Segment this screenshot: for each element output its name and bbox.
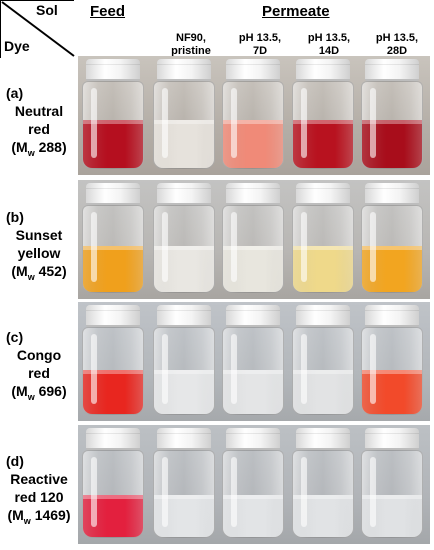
- vial-body: [82, 450, 144, 538]
- vial-glare: [231, 212, 237, 282]
- vial-glare: [231, 334, 237, 404]
- vial-cap: [86, 183, 140, 205]
- vial-body: [82, 327, 144, 415]
- vial-glare: [301, 212, 307, 282]
- row-label-reactive-red: (d) Reactive red 120 (Mw 1469): [6, 453, 71, 526]
- vial-7d: [222, 59, 284, 171]
- vial-glare: [370, 212, 376, 282]
- row-label-sunset-yellow: (b) Sunset yellow (Mw 452): [6, 209, 67, 282]
- row-col-header-corner: Sol Dye: [0, 0, 76, 60]
- vial-14d: [292, 305, 354, 417]
- vial-14d: [292, 183, 354, 295]
- vial-28d: [361, 59, 423, 171]
- vial-glare: [301, 88, 307, 158]
- vial-glare: [370, 334, 376, 404]
- vial-body: [361, 327, 423, 415]
- vial-cap: [86, 305, 140, 327]
- vial-cap: [157, 305, 211, 327]
- vial-pristine: [153, 305, 215, 417]
- vial-pristine: [153, 428, 215, 540]
- feed-header: Feed: [90, 3, 126, 20]
- vial-photo-row-b: [78, 180, 430, 299]
- vial-body: [153, 81, 215, 169]
- vial-28d: [361, 305, 423, 417]
- vial-cap: [365, 428, 419, 450]
- column-label-28d: pH 13.5, 28D: [375, 32, 419, 57]
- diagonal-divider: [0, 0, 75, 58]
- vial-glare: [162, 334, 168, 404]
- vial-body: [361, 450, 423, 538]
- vial-body: [361, 81, 423, 169]
- vial-body: [222, 205, 284, 293]
- column-label-14d: pH 13.5, 14D: [307, 32, 351, 57]
- vial-glare: [162, 457, 168, 527]
- vial-body: [292, 327, 354, 415]
- vial-photo-row-c: [78, 302, 430, 421]
- vial-body: [82, 205, 144, 293]
- vial-glare: [162, 212, 168, 282]
- vial-body: [82, 81, 144, 169]
- permeate-header: Permeate: [262, 3, 330, 20]
- vial-14d: [292, 428, 354, 540]
- vial-28d: [361, 428, 423, 540]
- vial-body: [222, 327, 284, 415]
- vial-body: [292, 450, 354, 538]
- vial-glare: [301, 334, 307, 404]
- corner-dye-label: Dye: [4, 38, 30, 54]
- vial-14d: [292, 59, 354, 171]
- vial-body: [292, 81, 354, 169]
- vial-cap: [226, 428, 280, 450]
- vial-glare: [91, 212, 97, 282]
- vial-pristine: [153, 183, 215, 295]
- vial-glare: [301, 457, 307, 527]
- vial-cap: [296, 59, 350, 81]
- vial-body: [292, 205, 354, 293]
- vial-feed: [82, 59, 144, 171]
- vial-cap: [226, 183, 280, 205]
- vial-body: [222, 450, 284, 538]
- vial-cap: [226, 305, 280, 327]
- vial-feed: [82, 305, 144, 417]
- vial-cap: [296, 428, 350, 450]
- vial-7d: [222, 183, 284, 295]
- vial-photo-row-d: [78, 425, 430, 544]
- row-label-congo-red: (c) Congo red (Mw 696): [6, 329, 67, 402]
- vial-cap: [157, 428, 211, 450]
- column-label-7d: pH 13.5, 7D: [238, 32, 282, 57]
- vial-pristine: [153, 59, 215, 171]
- vial-cap: [226, 59, 280, 81]
- vial-cap: [157, 59, 211, 81]
- vial-feed: [82, 428, 144, 540]
- vial-glare: [231, 457, 237, 527]
- vial-glare: [91, 457, 97, 527]
- corner-sol-label: Sol: [36, 2, 58, 18]
- vial-cap: [157, 183, 211, 205]
- vial-body: [153, 205, 215, 293]
- row-label-neutral-red: (a) Neutral red (Mw 288): [6, 85, 67, 158]
- vial-feed: [82, 183, 144, 295]
- vial-glare: [370, 457, 376, 527]
- vial-body: [153, 327, 215, 415]
- vial-body: [361, 205, 423, 293]
- vial-photo-row-a: [78, 56, 430, 175]
- vial-7d: [222, 428, 284, 540]
- vial-28d: [361, 183, 423, 295]
- vial-body: [153, 450, 215, 538]
- vial-cap: [365, 59, 419, 81]
- vial-cap: [86, 428, 140, 450]
- vial-glare: [91, 334, 97, 404]
- vial-cap: [296, 305, 350, 327]
- vial-glare: [370, 88, 376, 158]
- vial-body: [222, 81, 284, 169]
- vial-glare: [162, 88, 168, 158]
- column-label-pristine: NF90, pristine: [171, 32, 211, 57]
- vial-glare: [231, 88, 237, 158]
- vial-cap: [296, 183, 350, 205]
- vial-cap: [86, 59, 140, 81]
- vial-glare: [91, 88, 97, 158]
- vial-cap: [365, 183, 419, 205]
- vial-cap: [365, 305, 419, 327]
- vial-7d: [222, 305, 284, 417]
